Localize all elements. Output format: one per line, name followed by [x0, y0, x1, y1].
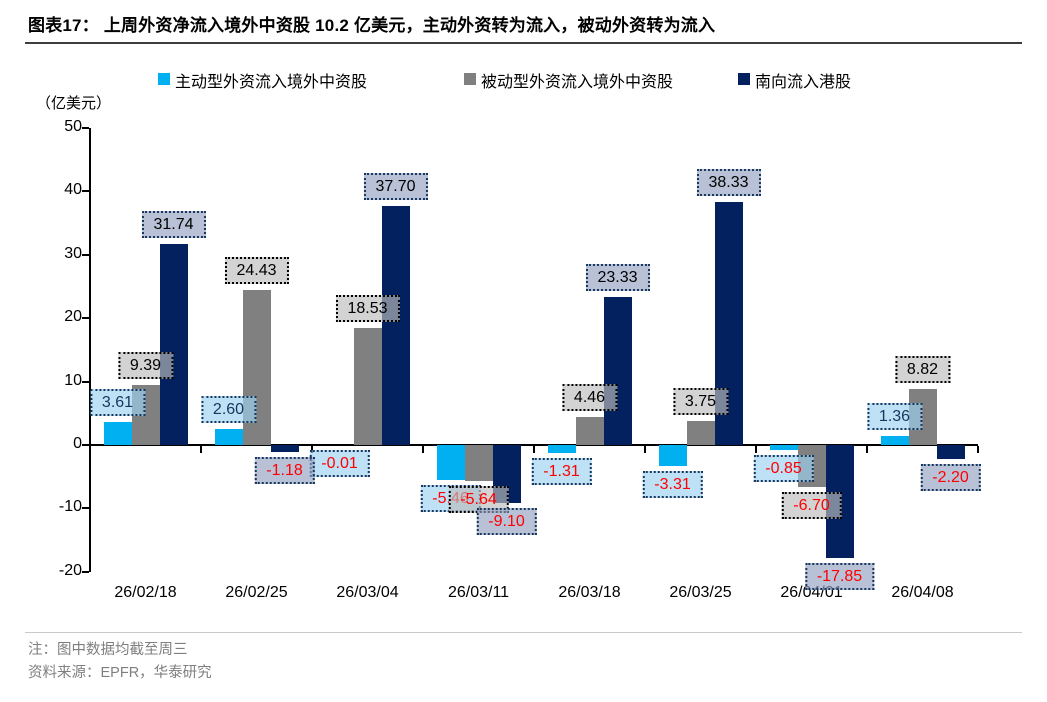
bar	[103, 422, 132, 445]
bar	[436, 445, 465, 480]
value-label: 18.53	[335, 294, 400, 322]
x-axis-category-label: 26/03/18	[558, 584, 621, 601]
bar	[658, 445, 687, 466]
x-axis-tick	[977, 446, 979, 453]
x-axis-category-label: 26/02/18	[114, 584, 177, 601]
value-label: -17.85	[804, 563, 875, 591]
value-label: 8.82	[894, 356, 951, 384]
bar	[159, 243, 188, 445]
value-label: 3.61	[89, 389, 146, 417]
legend-swatch-icon	[738, 73, 750, 85]
figure-source: 资料来源：EPFR，华泰研究	[28, 665, 212, 681]
bar	[464, 445, 493, 481]
x-axis-tick	[755, 446, 757, 453]
value-label: 3.75	[672, 388, 729, 416]
legend-swatch-icon	[464, 73, 476, 85]
title-divider	[25, 42, 1022, 44]
y-axis-tick	[82, 380, 89, 383]
value-label: -1.31	[531, 458, 592, 486]
y-axis-tick-label: 20	[64, 308, 82, 326]
y-axis-tick	[82, 253, 89, 256]
x-axis-tick	[200, 446, 202, 453]
x-axis-tick	[644, 446, 646, 453]
value-label: 37.70	[363, 172, 428, 200]
x-axis-tick	[533, 446, 535, 453]
bar	[575, 416, 604, 445]
x-axis-line	[89, 444, 978, 446]
value-label: -1.18	[254, 457, 315, 485]
value-label: 4.46	[561, 383, 618, 411]
bar	[381, 205, 410, 445]
bar	[769, 445, 798, 451]
figure-note: 注：图中数据均截至周三	[28, 642, 188, 658]
bar	[353, 327, 382, 445]
value-label: -0.01	[309, 450, 370, 478]
bar	[270, 445, 299, 453]
bar	[880, 436, 909, 445]
bar	[214, 428, 243, 445]
value-label: 1.36	[866, 403, 923, 431]
y-axis-tick	[82, 127, 89, 129]
y-axis-tick-label: 10	[64, 371, 82, 389]
legend-item-label: 被动型外资流入境外中资股	[481, 74, 674, 91]
y-axis-tick	[82, 507, 89, 510]
value-label: 9.39	[117, 352, 174, 380]
x-axis-tick	[311, 446, 313, 453]
x-axis-category-label: 26/02/25	[225, 584, 288, 601]
y-axis-line	[89, 128, 91, 572]
value-label: 38.33	[696, 168, 761, 196]
bar	[603, 297, 632, 445]
x-axis-tick	[866, 446, 868, 453]
y-axis-tick	[82, 317, 89, 320]
y-axis-tick-label: 50	[64, 118, 82, 135]
x-axis-category-label: 26/03/25	[669, 584, 732, 601]
y-axis-tick	[82, 190, 89, 193]
value-label: 31.74	[141, 210, 206, 238]
y-axis-tick-label: 40	[64, 181, 82, 199]
x-axis-category-label: 26/03/04	[336, 584, 399, 601]
bar	[547, 445, 576, 454]
value-label: -6.70	[781, 492, 842, 520]
value-label: 23.33	[585, 264, 650, 292]
value-label: -0.85	[753, 455, 814, 483]
y-axis-tick-label: -20	[58, 561, 82, 579]
bar	[936, 445, 965, 459]
x-axis-category-label: 26/04/08	[891, 584, 954, 601]
y-axis-tick-label: -10	[58, 498, 82, 516]
value-label: -9.10	[476, 507, 537, 535]
footer-divider	[25, 632, 1022, 633]
legend-item-label: 主动型外资流入境外中资股	[175, 74, 368, 91]
legend-swatch-icon	[158, 73, 170, 85]
x-axis-category-label: 26/03/11	[447, 584, 510, 601]
x-axis-tick	[422, 446, 424, 453]
y-axis-tick-label: 0	[73, 435, 82, 452]
legend-item-label: 南向流入港股	[755, 74, 852, 91]
value-label: 24.43	[224, 257, 289, 285]
y-axis-tick-label: 30	[64, 244, 82, 262]
value-label: -2.20	[920, 463, 981, 491]
bar	[686, 421, 715, 445]
value-label: -3.31	[642, 470, 703, 498]
value-label: 2.60	[200, 395, 257, 423]
y-axis-tick	[82, 444, 89, 446]
figure-title: 图表17： 上周外资净流入境外中资股 10.2 亿美元，主动外资转为流入，被动外…	[28, 16, 716, 35]
y-axis-tick	[82, 570, 89, 573]
axis-unit-label: （亿美元）	[36, 95, 112, 112]
